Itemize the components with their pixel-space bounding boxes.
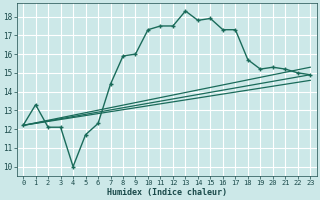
- X-axis label: Humidex (Indice chaleur): Humidex (Indice chaleur): [107, 188, 227, 197]
